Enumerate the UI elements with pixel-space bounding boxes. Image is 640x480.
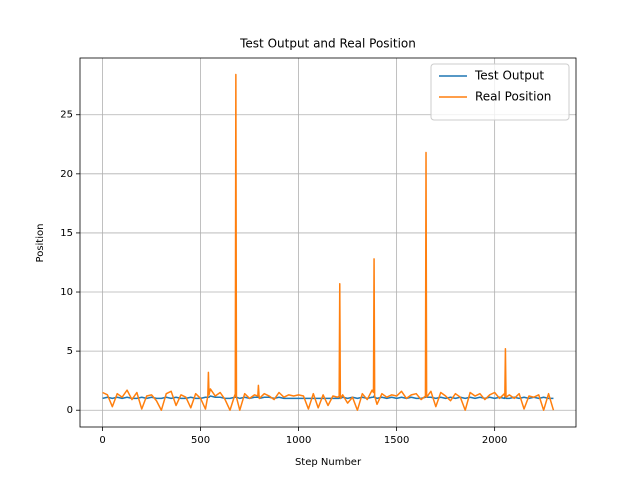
legend-label: Real Position — [475, 90, 551, 104]
y-tick-label: 25 — [60, 110, 73, 121]
x-tick-label: 0 — [99, 435, 105, 446]
x-tick-label: 500 — [191, 435, 210, 446]
legend-box — [430, 63, 570, 121]
y-tick-label: 20 — [60, 169, 73, 180]
chart-title: Test Output and Real Position — [239, 37, 416, 51]
legend-label: Test Output — [474, 69, 544, 83]
y-tick-label: 5 — [67, 346, 73, 357]
legend: Test Output Real Position — [430, 63, 570, 121]
x-tick-label: 1500 — [384, 435, 409, 446]
x-tick-label: 2000 — [482, 435, 507, 446]
grid — [80, 58, 576, 427]
series-line — [102, 73, 555, 411]
x-axis-label: Step Number — [295, 457, 362, 468]
y-axis-label: Position — [35, 224, 46, 263]
y-tick-label: 0 — [67, 405, 73, 416]
y-tick-label: 15 — [60, 228, 73, 239]
x-tick-label: 1000 — [286, 435, 311, 446]
y-tick-label: 10 — [60, 287, 73, 298]
plot-frame — [79, 57, 577, 428]
